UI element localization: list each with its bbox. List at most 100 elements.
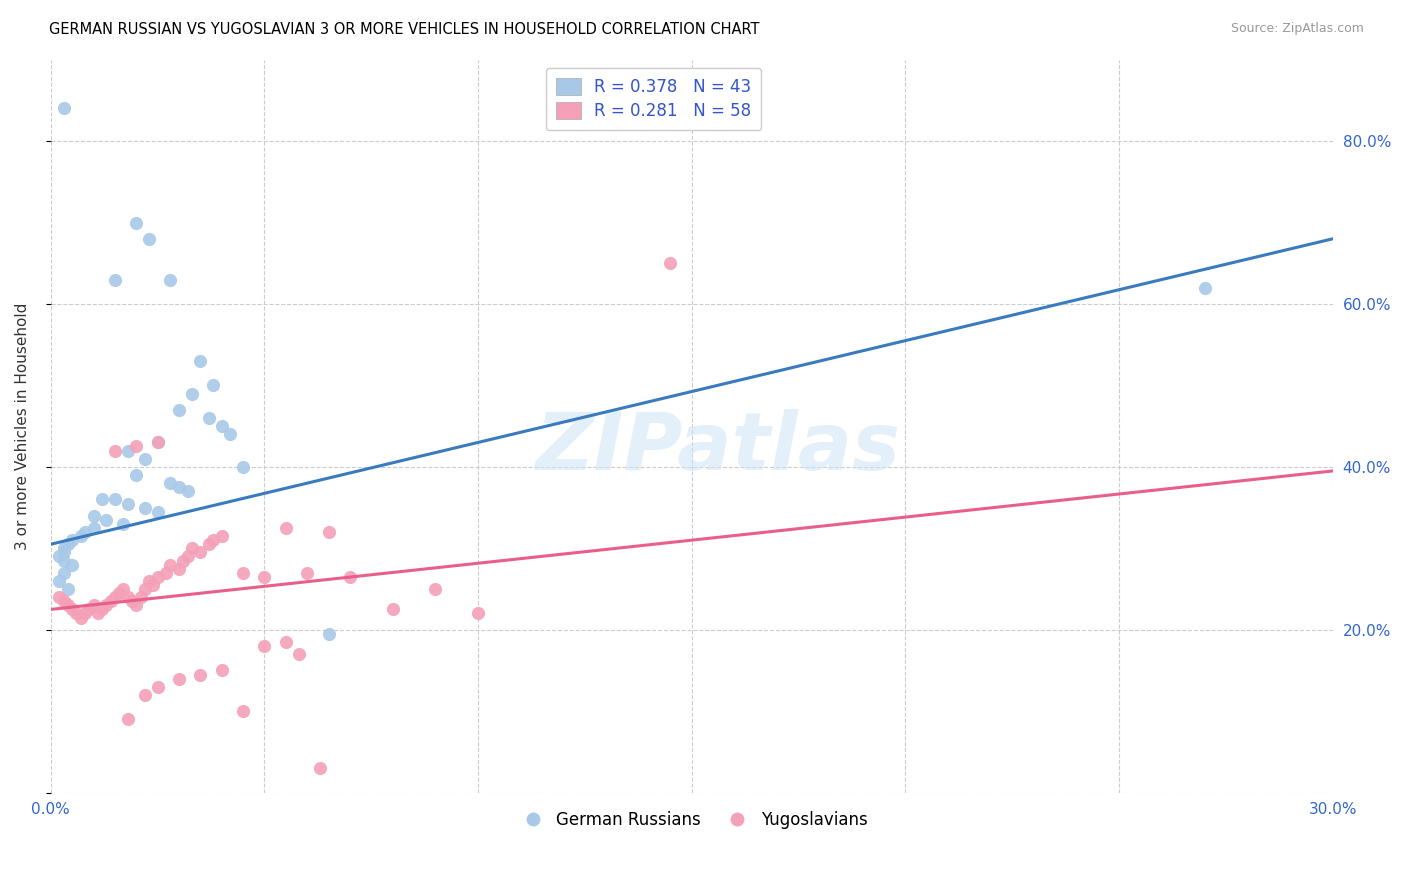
Point <box>104 272 127 286</box>
Point <box>253 570 276 584</box>
Point <box>83 521 105 535</box>
Text: ZIPatlas: ZIPatlas <box>534 409 900 487</box>
Point <box>56 599 79 613</box>
Point <box>142 578 165 592</box>
Point <box>1194 280 1216 294</box>
Point <box>159 558 181 572</box>
Point <box>425 582 447 596</box>
Point <box>52 102 75 116</box>
Point <box>104 590 127 604</box>
Point <box>232 566 254 580</box>
Point <box>180 541 202 556</box>
Point <box>65 607 87 621</box>
Point <box>121 594 143 608</box>
Point <box>198 411 221 425</box>
Point <box>198 537 221 551</box>
Point <box>91 492 114 507</box>
Point <box>146 505 169 519</box>
Point <box>202 533 225 548</box>
Point <box>146 680 169 694</box>
Point <box>125 440 148 454</box>
Point <box>129 590 152 604</box>
Point <box>155 566 177 580</box>
Point <box>52 594 75 608</box>
Point <box>134 582 156 596</box>
Point <box>104 443 127 458</box>
Point <box>117 496 139 510</box>
Point <box>96 599 118 613</box>
Point <box>125 468 148 483</box>
Point <box>176 549 198 564</box>
Point <box>232 459 254 474</box>
Point <box>318 524 340 539</box>
Point <box>381 602 404 616</box>
Point <box>167 672 190 686</box>
Point <box>219 427 242 442</box>
Point <box>52 545 75 559</box>
Point <box>73 607 96 621</box>
Point <box>112 516 135 531</box>
Point <box>146 570 169 584</box>
Point <box>104 492 127 507</box>
Point <box>190 667 212 681</box>
Point <box>125 215 148 229</box>
Point <box>167 562 190 576</box>
Point <box>56 582 79 596</box>
Point <box>159 272 181 286</box>
Point <box>190 354 212 368</box>
Point <box>52 566 75 580</box>
Point <box>117 443 139 458</box>
Point <box>211 419 233 434</box>
Point <box>659 256 682 270</box>
Text: Source: ZipAtlas.com: Source: ZipAtlas.com <box>1230 22 1364 36</box>
Legend: German Russians, Yugoslavians: German Russians, Yugoslavians <box>509 805 875 836</box>
Point <box>297 566 319 580</box>
Point <box>318 627 340 641</box>
Point <box>52 553 75 567</box>
Point <box>134 688 156 702</box>
Point <box>167 402 190 417</box>
Point <box>146 435 169 450</box>
Point <box>56 537 79 551</box>
Point <box>117 712 139 726</box>
Point <box>211 529 233 543</box>
Point <box>467 607 489 621</box>
Point <box>100 594 122 608</box>
Point <box>73 524 96 539</box>
Point <box>202 378 225 392</box>
Point <box>138 574 160 588</box>
Point <box>112 582 135 596</box>
Point <box>108 586 131 600</box>
Point <box>138 232 160 246</box>
Point <box>48 549 70 564</box>
Point <box>339 570 361 584</box>
Point <box>172 553 194 567</box>
Point <box>83 508 105 523</box>
Point <box>91 602 114 616</box>
Point <box>180 386 202 401</box>
Point <box>159 476 181 491</box>
Point <box>274 521 297 535</box>
Point <box>52 541 75 556</box>
Point <box>60 558 83 572</box>
Point <box>69 610 91 624</box>
Point <box>176 484 198 499</box>
Text: GERMAN RUSSIAN VS YUGOSLAVIAN 3 OR MORE VEHICLES IN HOUSEHOLD CORRELATION CHART: GERMAN RUSSIAN VS YUGOSLAVIAN 3 OR MORE … <box>49 22 759 37</box>
Point <box>83 599 105 613</box>
Point <box>69 529 91 543</box>
Point <box>134 500 156 515</box>
Point <box>190 545 212 559</box>
Point <box>211 664 233 678</box>
Point <box>287 647 309 661</box>
Point <box>274 635 297 649</box>
Point <box>87 607 110 621</box>
Point <box>146 435 169 450</box>
Y-axis label: 3 or more Vehicles in Household: 3 or more Vehicles in Household <box>15 302 30 549</box>
Point <box>309 761 332 775</box>
Point <box>125 599 148 613</box>
Point <box>48 574 70 588</box>
Point <box>134 451 156 466</box>
Point <box>48 590 70 604</box>
Point <box>117 590 139 604</box>
Point <box>232 704 254 718</box>
